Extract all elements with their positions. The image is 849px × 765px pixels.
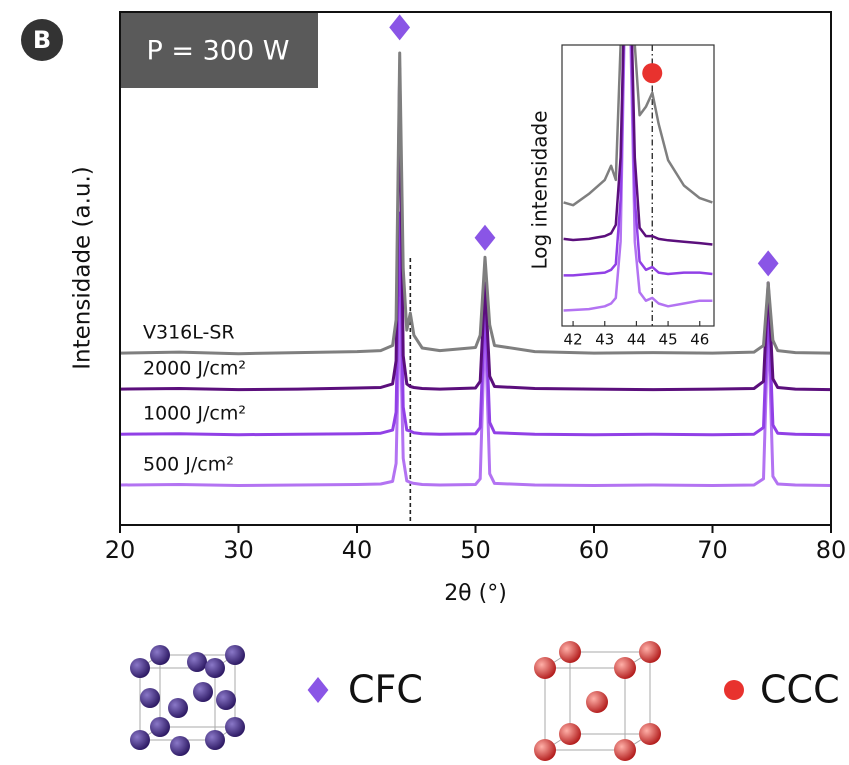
bcc-structure-icon — [534, 641, 661, 761]
series-line — [120, 66, 831, 392]
series-line — [563, 45, 713, 207]
axes-frame — [119, 11, 832, 526]
inset-frame — [561, 44, 715, 327]
x-tick-label: 20 — [105, 536, 136, 564]
x-tick-label: 43 — [595, 331, 614, 349]
x-tick-label: 60 — [579, 536, 610, 564]
series-line — [563, 45, 713, 246]
legend-label: CCC — [760, 668, 840, 712]
x-tick-label: 44 — [627, 331, 646, 349]
cfc-marker — [389, 14, 411, 41]
cfc-marker — [474, 224, 496, 251]
x-tick-label: 40 — [342, 536, 373, 564]
x-tick-label: 30 — [223, 536, 254, 564]
legend-swatch — [724, 680, 744, 700]
panel-label: B — [33, 26, 51, 54]
legend-label: CFC — [348, 668, 423, 712]
x-tick-label: 45 — [659, 331, 678, 349]
y-axis-label: Log intensidade — [528, 110, 552, 269]
x-tick-label: 80 — [816, 536, 847, 564]
series-label: 500 J/cm² — [143, 453, 234, 475]
x-tick-label: 42 — [564, 331, 583, 349]
inset-area — [563, 45, 713, 326]
inset-plot: 42 43 44 45 46 Log intensidade — [528, 44, 715, 349]
ccc-marker — [642, 63, 663, 84]
annotation-box — [120, 12, 318, 88]
x-tick-label: 70 — [697, 536, 728, 564]
series-label: V316L-SR — [143, 322, 235, 344]
x-tick-label: 46 — [690, 331, 709, 349]
series-line — [120, 51, 831, 356]
cfc-marker — [757, 250, 779, 277]
series-line — [120, 298, 831, 487]
series-line — [120, 211, 831, 437]
annotation: P = 300 W — [147, 36, 290, 67]
series-label: 2000 J/cm² — [143, 358, 246, 380]
plot-area — [120, 51, 831, 525]
fcc-structure-icon — [130, 645, 245, 756]
legend-swatch — [307, 677, 329, 703]
main-plot: 500 J/cm² 1000 J/cm² 2000 J/cm² V316L-SR P =… — [70, 11, 847, 606]
panel-badge — [21, 19, 63, 61]
x-axis-label: 2θ (°) — [444, 581, 507, 606]
x-tick-label: 50 — [460, 536, 491, 564]
series-label: 1000 J/cm² — [143, 403, 246, 425]
y-axis-label: Intensidade (a.u.) — [70, 166, 96, 369]
